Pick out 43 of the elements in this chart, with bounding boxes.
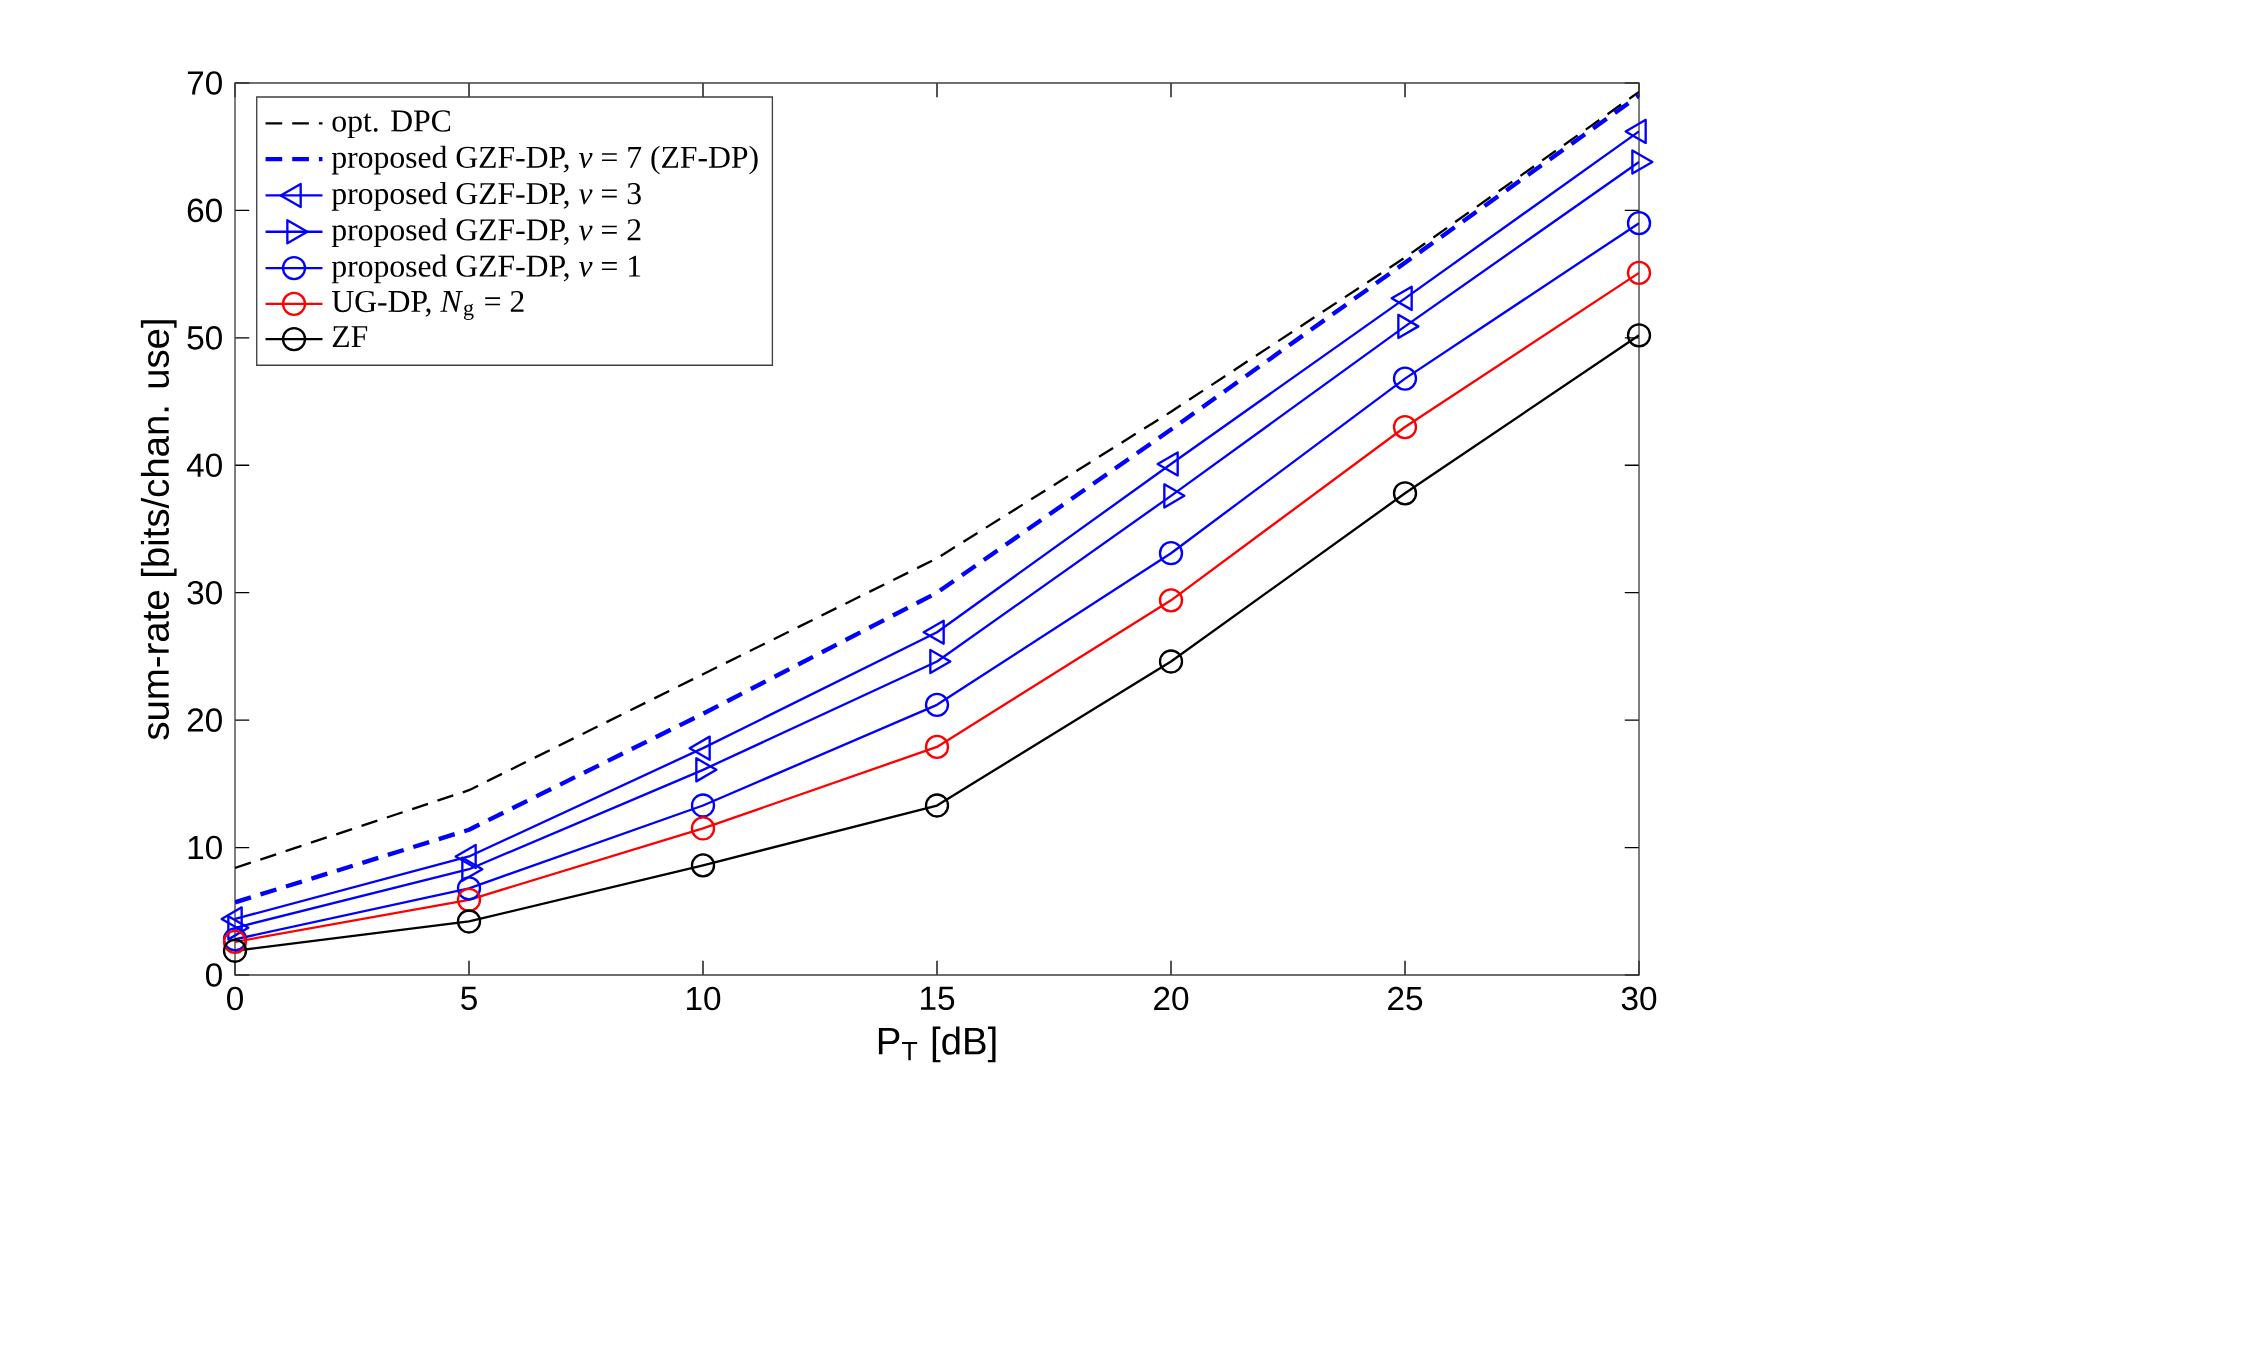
x-tick-label: 20 [1154,986,1189,1011]
point [690,793,716,818]
legend-label: UG-DP, N$_{g}$ = 2 [331,290,524,320]
y-tick-label: 70 [187,71,222,95]
y-axis-title: sum-rate [bits/chan. use] [140,320,177,740]
point [222,938,248,963]
point [924,692,950,718]
point [456,876,482,901]
x-axis-title: P$_{T}$ [dB] [878,1026,996,1063]
point [690,816,716,841]
y-tick-label: 30 [187,580,222,605]
x-tick-label: 0 [227,986,243,1011]
point [1158,649,1184,674]
point [1392,366,1418,391]
x-tick-label: 30 [1621,986,1657,1011]
point [1626,323,1652,348]
x-tick-label: 15 [921,986,955,1011]
x-tick-label: 5 [461,986,477,1011]
point [1392,414,1418,440]
legend-label: proposed GZF-DP, ν = 3 [331,181,641,211]
y-tick-label: 0 [205,963,222,987]
point [456,887,482,912]
legend-label: opt. DPC [332,110,451,139]
point [690,853,716,878]
point [1392,481,1418,506]
y-tick-label: 50 [187,326,222,350]
legend-label: proposed GZF-DP, ν = 7 (ZF-DP) [331,145,758,175]
y-tick-label: 10 [188,835,222,860]
point [924,793,950,818]
y-tick-label: 20 [187,708,222,732]
point [924,734,950,760]
y-tick-label: 40 [186,453,222,478]
point [456,909,482,934]
x-tick-label: 10 [687,986,721,1011]
point [1158,588,1184,613]
y-tick-label: 60 [187,198,222,223]
x-tick-label: 25 [1388,986,1423,1011]
point [1626,210,1652,236]
legend-label: proposed GZF-DP, ν = 2 [331,218,641,247]
legend-label: ZF [332,326,368,347]
legend-label: proposed GZF-DP, ν = 1 [331,254,641,284]
point [1626,260,1652,286]
point [1158,541,1184,566]
